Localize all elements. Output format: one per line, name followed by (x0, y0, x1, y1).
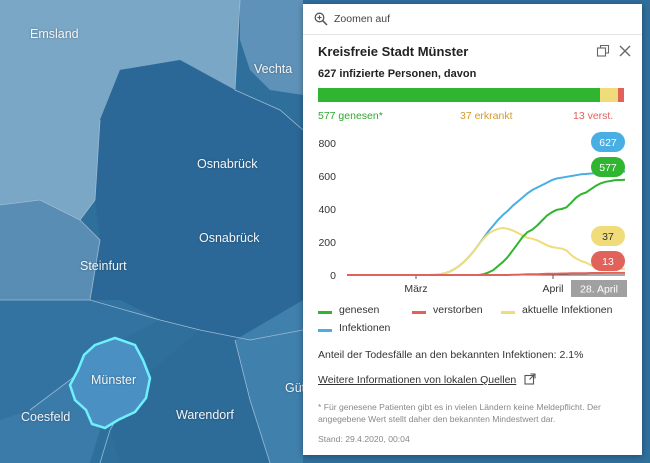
proportion-bar (318, 88, 624, 102)
dock-icon[interactable] (596, 44, 610, 58)
map-region-steinfurt (90, 60, 303, 340)
end-value-bubble-deceased (591, 251, 625, 271)
map-region-vechta (240, 0, 303, 95)
legend-swatch-infections (318, 329, 332, 332)
bar-segment-deceased (618, 88, 624, 102)
stat-deceased: 13 verst. (573, 110, 614, 122)
map-region-emsland (0, 0, 240, 220)
end-value-label-infections: 627 (599, 137, 617, 149)
end-value-label-deceased: 13 (602, 256, 614, 268)
infected-count: 627 infizierte Personen, davon (318, 68, 477, 80)
external-link-icon[interactable] (524, 373, 536, 385)
y-tick-label: 200 (318, 237, 336, 249)
end-value-bubble-active (591, 226, 625, 246)
local-sources-link[interactable]: Weitere Informationen von lokalen Quelle… (318, 374, 517, 386)
map-label-steinfurt: Steinfurt (80, 259, 127, 273)
map-label-guetersloh: Güt (285, 381, 306, 395)
y-tick-label: 0 (330, 270, 336, 282)
end-value-bubble-recovered (591, 157, 625, 177)
bar-segment-active (600, 88, 618, 102)
footnote: * Für genesene Patienten gibt es in viel… (318, 402, 601, 424)
popup-title: Kreisfreie Stadt Münster (318, 44, 469, 59)
infection-chart: 0 200 400 600 800 März April 28. April 627 577 37 1… (318, 132, 627, 297)
x-tick-label: April (542, 283, 563, 295)
map-region-borken (0, 300, 160, 420)
close-icon[interactable] (618, 44, 632, 58)
y-tick-label: 600 (318, 171, 336, 183)
legend-swatch-active (501, 311, 515, 314)
legend-infections: Infektionen (339, 322, 391, 334)
map-label-vechta: Vechta (254, 62, 293, 76)
map-region-west (0, 200, 100, 300)
stat-active: 37 erkrankt (460, 110, 513, 122)
map-region-guetersloh (235, 300, 303, 463)
date-tag-label: 28. April (580, 284, 618, 296)
bar-segment-recovered (318, 88, 600, 102)
data-timestamp: Stand: 29.4.2020, 00:04 (318, 434, 410, 444)
map-label-osnabrueck-2: Osnabrück (199, 231, 260, 245)
y-tick-label: 400 (318, 204, 336, 216)
series-line-aktuelle-infektionen (347, 227, 625, 276)
end-value-label-recovered: 577 (599, 162, 617, 174)
y-tick-label: 800 (318, 138, 336, 150)
map-label-osnabrueck-1: Osnabrück (197, 157, 258, 171)
map-label-emsland: Emsland (30, 27, 79, 41)
map-label-coesfeld: Coesfeld (21, 410, 71, 424)
info-popup: Zoomen auf Kreisfreie Stadt Münster 627 … (303, 4, 642, 455)
series-line-infektionen (347, 170, 626, 276)
end-value-bubble-infections (591, 132, 625, 152)
map-label-warendorf: Warendorf (176, 408, 234, 422)
legend-swatch-recovered (318, 311, 332, 314)
date-tag-box (571, 280, 627, 297)
x-tick-label: März (404, 283, 427, 295)
map-label-muenster: Münster (91, 373, 137, 387)
series-line-verstorben (347, 271, 625, 276)
zoom-to-label: Zoomen auf (334, 13, 391, 25)
end-value-label-active: 37 (602, 231, 614, 243)
legend-deceased: verstorben (433, 304, 483, 316)
zoom-to-button[interactable]: Zoomen auf (303, 4, 642, 35)
legend-recovered: genesen (339, 304, 380, 316)
zoom-in-icon (314, 12, 328, 26)
legend-swatch-deceased (412, 311, 426, 314)
stat-recovered: 577 genesen* (318, 110, 383, 122)
death-ratio-text: Anteil der Todesfälle an den bekannten I… (318, 349, 584, 361)
legend-active: aktuelle Infektionen (522, 304, 613, 316)
map-region-muenster-highlighted[interactable] (68, 336, 152, 430)
